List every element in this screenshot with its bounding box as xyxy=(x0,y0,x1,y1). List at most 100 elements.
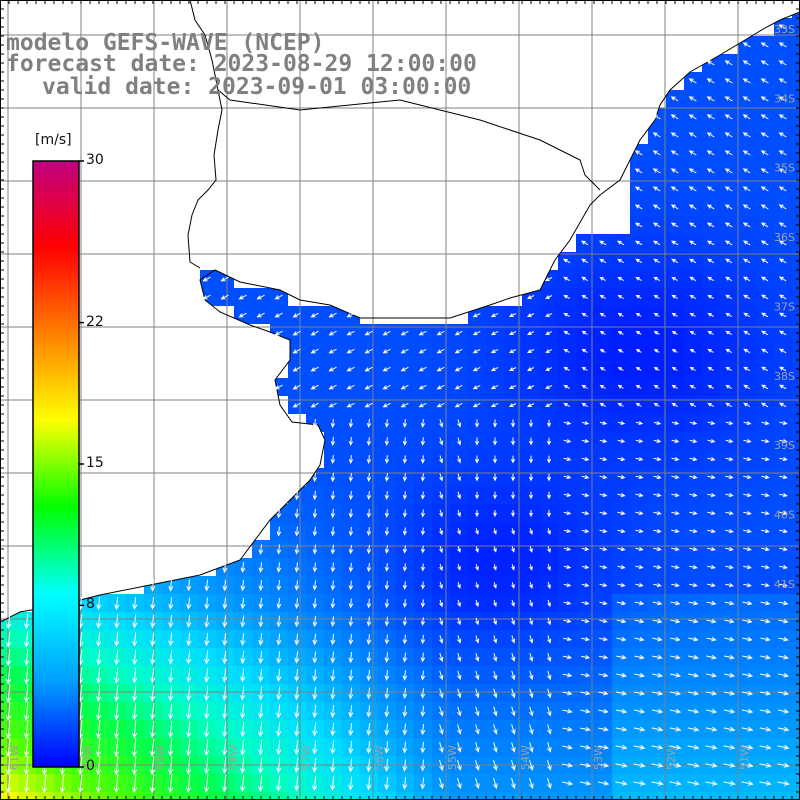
wind-arrow xyxy=(348,634,354,646)
wind-arrow xyxy=(688,654,699,660)
wind-arrow xyxy=(599,457,608,462)
wind-arrow xyxy=(474,437,480,446)
wind-arrow xyxy=(366,652,372,664)
wind-arrow xyxy=(777,690,790,696)
wind-arrow xyxy=(669,780,682,786)
wind-arrow xyxy=(634,150,643,156)
wind-arrow xyxy=(77,755,84,776)
wind-arrow xyxy=(724,150,733,156)
wind-arrow xyxy=(547,670,552,681)
wind-arrow xyxy=(382,366,391,372)
wind-arrow xyxy=(760,222,769,228)
wind-arrow xyxy=(761,348,769,354)
wind-arrow xyxy=(653,546,662,552)
wind-arrow xyxy=(475,617,480,626)
wind-arrow xyxy=(777,726,790,732)
wind-arrow xyxy=(633,762,646,768)
wind-arrow xyxy=(493,582,497,589)
wind-arrow xyxy=(545,349,553,353)
wind-arrow xyxy=(348,473,354,483)
wind-arrow xyxy=(114,667,120,684)
wind-arrow xyxy=(185,774,192,793)
wind-arrow xyxy=(725,510,734,516)
wind-arrow xyxy=(276,775,282,792)
wind-arrow xyxy=(617,331,624,335)
wind-arrow xyxy=(529,599,533,608)
wind-arrow xyxy=(688,168,697,174)
wind-arrow xyxy=(653,421,662,425)
wind-arrow xyxy=(59,773,66,794)
lon-label: 55W xyxy=(446,745,459,770)
wind-arrow xyxy=(240,774,246,793)
wind-arrow xyxy=(581,618,590,624)
wind-arrow xyxy=(240,562,246,574)
wind-arrow xyxy=(547,742,552,753)
wind-arrow xyxy=(366,455,372,465)
wind-arrow xyxy=(599,276,606,282)
wind-arrow xyxy=(366,527,372,537)
wind-arrow xyxy=(688,618,699,624)
wind-arrow xyxy=(670,96,679,102)
wind-arrow xyxy=(220,276,229,282)
wind-arrow xyxy=(439,473,444,482)
wind-arrow xyxy=(240,579,246,592)
wind-arrow xyxy=(439,509,443,518)
wind-arrow xyxy=(23,666,30,685)
wind-arrow xyxy=(562,690,573,696)
wind-arrow xyxy=(475,546,479,553)
wind-arrow xyxy=(706,672,718,678)
wind-arrow xyxy=(706,204,715,210)
wind-arrow xyxy=(581,421,590,425)
wind-arrow xyxy=(778,654,789,660)
colorbar-unit: [m/s] xyxy=(35,132,72,148)
wind-arrow xyxy=(439,635,444,644)
wind-arrow xyxy=(617,312,624,317)
wind-arrow xyxy=(493,617,498,626)
wind-arrow xyxy=(652,168,661,174)
wind-arrow xyxy=(635,421,644,425)
wind-arrow xyxy=(328,330,337,336)
wind-arrow xyxy=(599,421,608,425)
wind-arrow xyxy=(705,744,718,750)
wind-arrow xyxy=(490,402,499,408)
wind-arrow xyxy=(579,762,592,768)
wind-arrow xyxy=(150,650,156,666)
wind-arrow xyxy=(741,690,754,696)
wind-arrow xyxy=(439,688,444,699)
wind-arrow xyxy=(635,258,643,264)
wind-arrow xyxy=(258,721,264,738)
wind-arrow xyxy=(635,528,644,534)
wind-arrow xyxy=(761,457,770,462)
wind-arrow xyxy=(544,277,553,281)
wind-arrow xyxy=(402,616,408,627)
wind-arrow xyxy=(742,204,751,210)
wind-arrow xyxy=(168,632,174,647)
wind-arrow xyxy=(653,582,662,588)
wind-arrow xyxy=(705,726,718,732)
wind-arrow xyxy=(276,580,282,592)
wind-arrow xyxy=(687,708,700,714)
wind-arrow xyxy=(131,755,138,776)
wind-arrow xyxy=(724,168,733,174)
wind-arrow xyxy=(492,437,498,446)
wind-arrow xyxy=(511,564,515,571)
wind-arrow xyxy=(493,528,497,535)
wind-arrow xyxy=(617,547,626,552)
colorbar-tick-label: 8 xyxy=(86,596,95,613)
wind-arrow xyxy=(330,740,336,755)
wind-arrow xyxy=(653,564,662,570)
wind-arrow xyxy=(346,312,355,318)
wind-arrow xyxy=(563,330,570,336)
wind-arrow xyxy=(779,366,787,372)
wind-arrow xyxy=(527,367,535,372)
wind-arrow xyxy=(330,544,336,555)
wind-arrow xyxy=(292,312,301,318)
wind-arrow xyxy=(132,685,138,702)
wind-arrow xyxy=(258,686,264,701)
wind-arrow xyxy=(492,491,498,500)
wind-arrow xyxy=(222,756,228,775)
wind-arrow xyxy=(546,437,552,446)
wind-arrow xyxy=(186,597,192,610)
wind-arrow xyxy=(725,294,733,300)
wind-arrow xyxy=(472,312,481,318)
